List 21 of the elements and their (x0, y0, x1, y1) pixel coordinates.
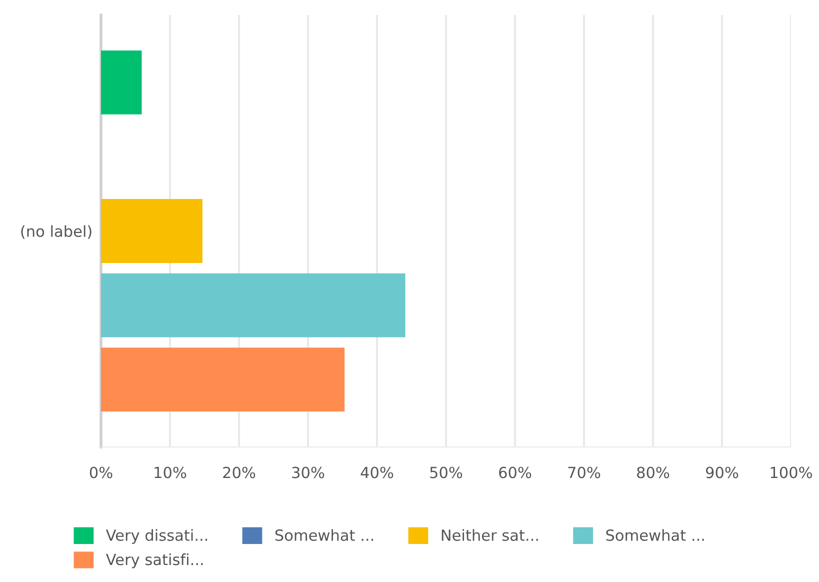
x-tick-label: 100% (770, 466, 812, 478)
x-tick-label: 0% (90, 466, 112, 478)
x-tick-label: 80% (637, 466, 670, 478)
bar (101, 199, 202, 263)
x-tick-label: 90% (706, 466, 738, 478)
x-tick-label: 30% (292, 466, 324, 478)
x-tick-label: 20% (223, 466, 256, 478)
legend-label: Very dissati... (106, 529, 208, 544)
x-tick-label: 70% (568, 466, 600, 478)
bar (101, 348, 345, 412)
x-tick-label: 60% (499, 466, 532, 478)
legend-label: Very satisfi... (106, 553, 203, 568)
legend-label: Neither sat... (442, 529, 538, 541)
x-tick-label: 50% (430, 466, 462, 478)
bar (101, 273, 406, 338)
legend-label: Somewhat ... (275, 529, 374, 541)
x-tick-label: 40% (360, 466, 394, 478)
bar (101, 50, 142, 114)
legend-label: Somewhat ... (606, 529, 704, 541)
x-tick-label: 10% (154, 466, 186, 478)
y-tick-label: (no label) (21, 225, 92, 239)
